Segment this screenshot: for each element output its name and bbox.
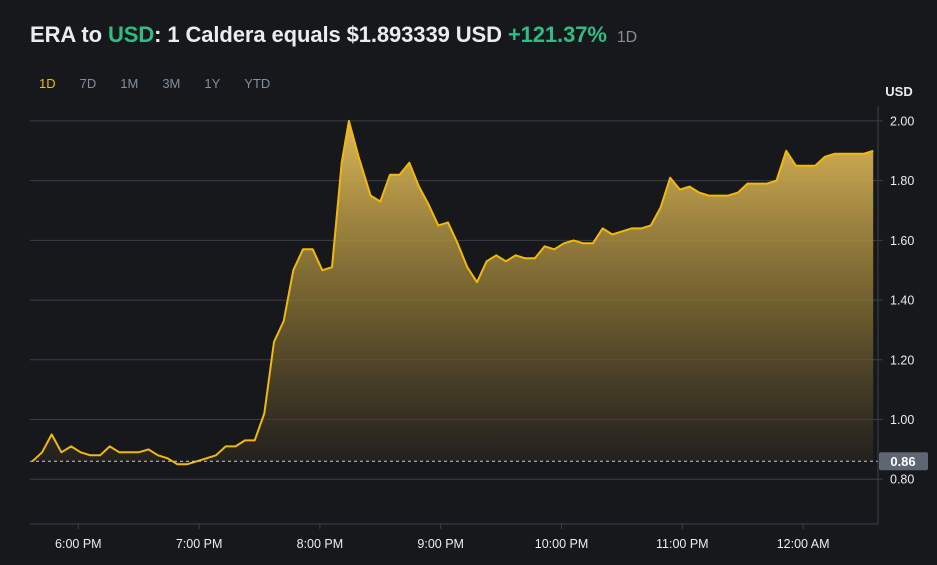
tab-1d[interactable]: 1D [39, 76, 56, 91]
tab-ytd[interactable]: YTD [244, 76, 271, 91]
price-line [31, 119, 874, 466]
tab-1y[interactable]: 1Y [204, 76, 221, 91]
y-tick-label: 2.00 [890, 114, 914, 128]
y-tick-label: 1.40 [890, 294, 914, 308]
price-change: +121.37% [507, 22, 607, 47]
quote-asset-link[interactable]: USD [107, 22, 155, 47]
base-price-tag: 0.86 [879, 452, 928, 471]
page-title: ERA to USD: 1 Caldera equals $1.893339 U… [30, 22, 637, 48]
price-area [32, 120, 874, 465]
x-tick-label: 12:00 AM [777, 537, 830, 551]
base-price-tag-bg [879, 452, 928, 471]
y-axis: 2.00 1.80 1.60 1.40 1.20 1.00 0.80 [878, 114, 914, 487]
x-tick-label: 8:00 PM [297, 537, 344, 551]
x-tick-label: 6:00 PM [55, 537, 102, 551]
time-range-tabs: 1D 7D 1M 3M 1Y YTD [39, 76, 294, 91]
base-asset: ERA [30, 22, 76, 47]
y-tick-label: 1.00 [890, 413, 914, 427]
base-price-label: 0.86 [890, 454, 915, 469]
y-tick-label: 1.60 [890, 234, 914, 248]
rate-sentence: : 1 Caldera equals $1.893339 USD [154, 22, 502, 47]
x-axis: 6:00 PM 7:00 PM 8:00 PM 9:00 PM 10:00 PM 11:0… [55, 524, 830, 551]
y-tick-label: 1.80 [890, 174, 914, 188]
y-tick-label: 0.80 [890, 473, 914, 487]
y-tick-label: 1.20 [890, 353, 914, 367]
tab-1m[interactable]: 1M [120, 76, 139, 91]
y-axis-unit: USD [885, 84, 912, 99]
tab-3m[interactable]: 3M [162, 76, 181, 91]
to-word: to [81, 22, 102, 47]
tab-7d[interactable]: 7D [79, 76, 97, 91]
x-tick-label: 9:00 PM [417, 537, 464, 551]
x-tick-label: 11:00 PM [656, 537, 709, 551]
axis-frame [30, 106, 879, 525]
change-period: 1D [616, 29, 638, 46]
x-tick-label: 7:00 PM [176, 537, 223, 551]
x-tick-label: 10:00 PM [535, 537, 589, 551]
